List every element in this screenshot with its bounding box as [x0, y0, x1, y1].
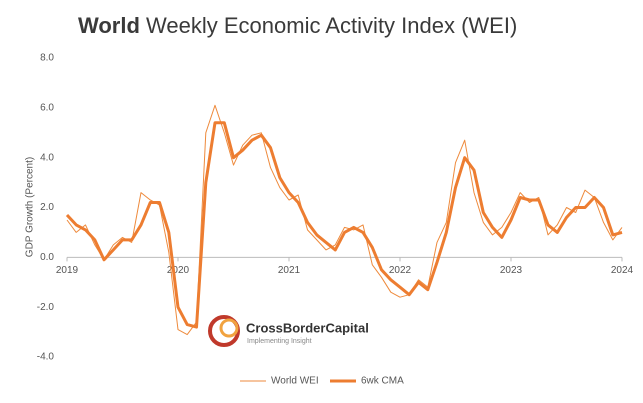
- y-tick-label: 6.0: [40, 102, 54, 113]
- y-tick-label: 2.0: [40, 202, 54, 213]
- y-axis-label: GDP Growth (Percent): [25, 157, 36, 257]
- logo-text: CrossBorderCapital: [246, 320, 369, 335]
- logo: CrossBorderCapital Implementing Insight: [208, 315, 369, 347]
- logo-subtext: Implementing Insight: [247, 338, 312, 345]
- title-rest: Weekly Economic Activity Index (WEI): [146, 13, 517, 38]
- y-tick-label: 8.0: [40, 53, 54, 64]
- x-tick-label: 2021: [278, 265, 301, 276]
- y-tick-label: 4.0: [40, 152, 54, 163]
- x-tick-label: 2023: [500, 265, 523, 276]
- logo-ring: [219, 318, 239, 338]
- chart-title: World Weekly Economic Activity Index (WE…: [78, 13, 517, 38]
- x-tick-label: 2022: [389, 265, 412, 276]
- series-line: [65, 121, 623, 329]
- legend-label: 6wk CMA: [361, 376, 404, 387]
- title-bold: World: [78, 13, 140, 38]
- legend-label: World WEI: [271, 376, 319, 387]
- y-tick-label: -2.0: [37, 302, 55, 313]
- x-tick-label: 2019: [56, 265, 79, 276]
- y-tick-label: -4.0: [37, 352, 55, 363]
- series-line: [66, 104, 623, 336]
- x-tick-label: 2024: [611, 265, 634, 276]
- x-tick-label: 2020: [167, 265, 190, 276]
- y-tick-label: 0.0: [40, 252, 54, 263]
